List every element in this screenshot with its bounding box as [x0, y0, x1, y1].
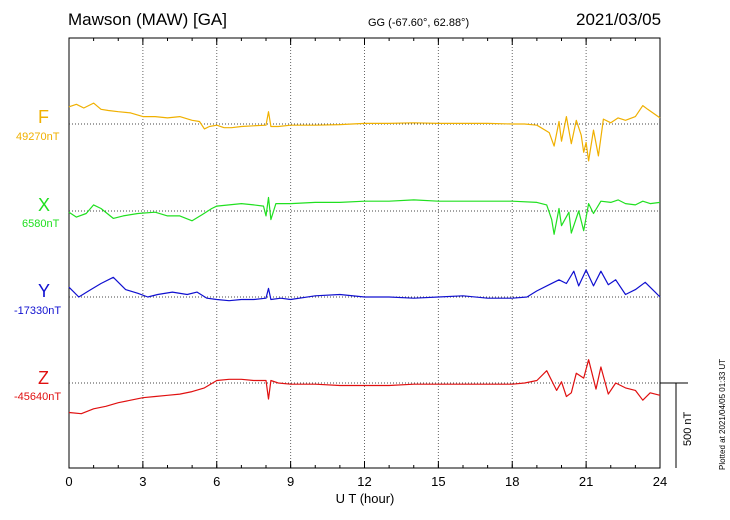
baseline-label-x: 6580nT — [22, 218, 60, 230]
x-tick-labels: 0 3 6 9 12 15 18 21 24 — [65, 474, 667, 489]
x-tick-label: 18 — [505, 474, 519, 489]
series-line-x — [68, 196, 661, 235]
plotted-timestamp: Plotted at 2021/04/05 01:33 UT — [718, 358, 727, 470]
x-tick-label: 21 — [579, 474, 593, 489]
x-tick-label: 3 — [139, 474, 146, 489]
x-tick-label: 6 — [213, 474, 220, 489]
baseline-label-f: 49270nT — [16, 131, 60, 143]
scale-bar — [660, 382, 688, 468]
x-tick-label: 15 — [431, 474, 445, 489]
series-line-y — [68, 269, 661, 302]
date-label: 2021/03/05 — [576, 10, 662, 29]
coordinates-label: GG (-67.60°, 62.88°) — [368, 17, 470, 29]
series-line-f — [68, 102, 661, 162]
series-label-z: Z — [38, 368, 49, 388]
series-line-z — [68, 359, 661, 415]
grid-lines — [142, 38, 587, 468]
station-title: Mawson (MAW) [GA] — [68, 10, 227, 29]
x-tick-label: 24 — [653, 474, 667, 489]
x-axis-label: U T (hour) — [336, 491, 395, 506]
plot-frame — [68, 37, 661, 469]
series-lines — [68, 102, 661, 415]
baseline-label-z: -45640nT — [14, 391, 62, 403]
x-tick-label: 9 — [287, 474, 294, 489]
baseline-label-y: -17330nT — [14, 305, 62, 317]
scale-bar-label: 500 nT — [682, 411, 694, 446]
series-label-x: X — [38, 195, 51, 215]
series-label-f: F — [38, 107, 49, 127]
axis-ticks — [68, 38, 661, 468]
x-tick-label: 0 — [65, 474, 72, 489]
x-tick-label: 12 — [357, 474, 371, 489]
series-label-y: Y — [38, 281, 51, 301]
